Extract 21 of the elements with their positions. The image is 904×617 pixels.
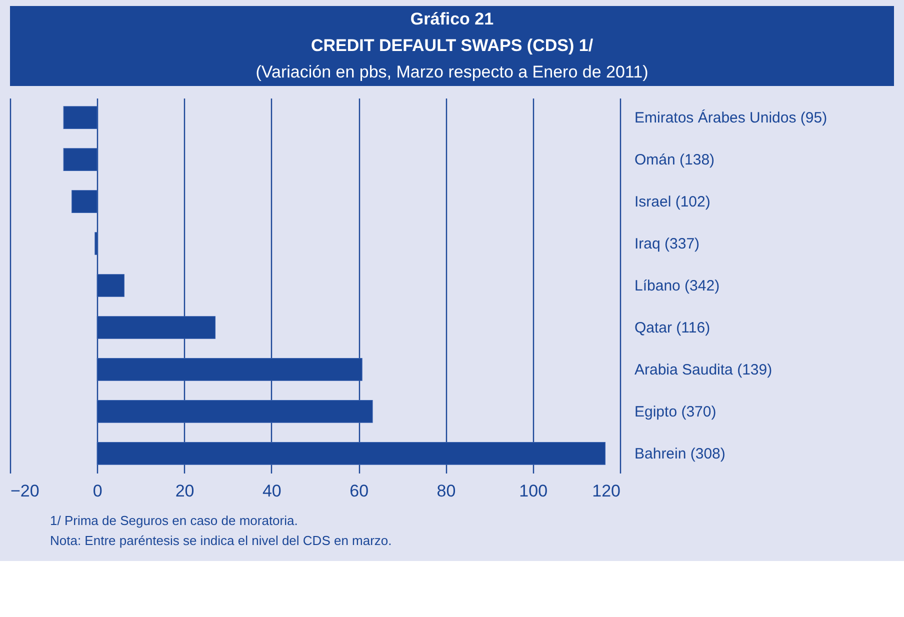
x-tick-label: 0: [92, 482, 102, 500]
y-tick-label: Omán (138): [634, 152, 715, 169]
y-tick-label: Egipto (370): [634, 403, 716, 420]
chart-subtitle: (Variación en pbs, Marzo respecto a Enero de 2011): [256, 62, 648, 82]
chart-title: Gráfico 21 CREDIT DEFAULT SWAPS (CDS) 1/: [310, 9, 594, 55]
text: 1/ Prima de Seguros en caso de moratoria.: [50, 513, 298, 528]
y-tick-label: Bahrein (308): [634, 445, 726, 462]
x-tick-label: 40: [262, 482, 282, 500]
x-tick-label: 60: [350, 482, 369, 500]
y-tick-label: Líbano (342): [634, 278, 720, 294]
x-tick-label: 100: [519, 482, 548, 500]
y-tick-label: Israel (102): [634, 194, 710, 211]
x-tick-label: 120: [592, 482, 620, 500]
y-tick-label: Emiratos Árabes Unidos (95): [634, 108, 828, 127]
text: Nota: Entre paréntesis se indica el nivel del CDS en marzo.: [50, 533, 392, 548]
y-tick-label: Arabia Saudita (139): [634, 361, 772, 378]
x-tick-label: −20: [10, 482, 40, 500]
y-tick-label: Iraq (337): [634, 236, 700, 253]
y-tick-label: Qatar (116): [634, 319, 710, 336]
x-tick-label: 80: [436, 482, 456, 500]
x-tick-label: 20: [175, 482, 194, 500]
